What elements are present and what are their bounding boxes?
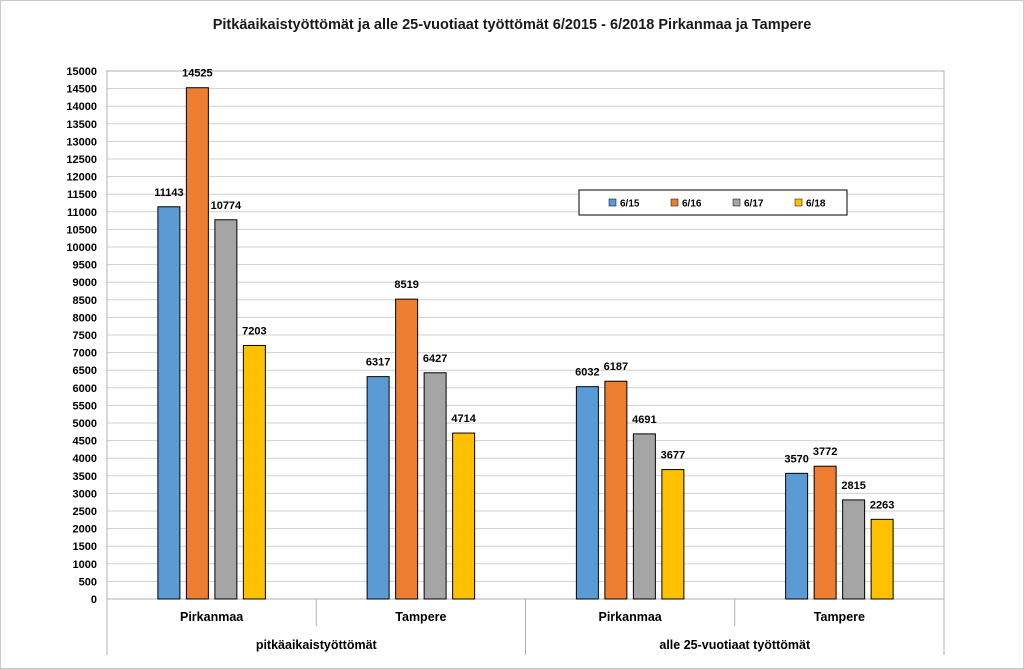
group-label: pitkäaikaistyöttömät <box>256 638 378 652</box>
data-label: 8519 <box>394 279 418 291</box>
bar <box>842 499 866 600</box>
data-label: 10774 <box>211 200 242 212</box>
y-tick-label: 11000 <box>67 207 97 219</box>
bar <box>423 372 447 600</box>
bar <box>157 206 181 600</box>
category-label: Pirkanmaa <box>180 610 244 624</box>
legend-label: 6/16 <box>682 199 702 210</box>
bar <box>242 344 266 600</box>
y-tick-label: 12000 <box>66 172 97 184</box>
data-label: 6187 <box>604 361 628 373</box>
y-tick-label: 5000 <box>73 418 97 430</box>
legend-label: 6/15 <box>620 199 640 210</box>
bar <box>185 87 209 600</box>
legend-swatch <box>794 198 803 207</box>
bar <box>575 386 599 600</box>
y-tick-label: 4500 <box>73 436 97 448</box>
legend-swatch <box>732 198 741 207</box>
category-label: Tampere <box>395 610 446 624</box>
legend-box <box>578 189 848 216</box>
y-tick-label: 12500 <box>66 154 97 166</box>
y-tick-label: 6500 <box>73 365 97 377</box>
y-tick-label: 0 <box>91 594 97 606</box>
y-tick-label: 13500 <box>66 119 97 131</box>
chart-title: Pitkäaikaistyöttömät ja alle 25-vuotiaat… <box>212 17 812 33</box>
y-tick-label: 15000 <box>66 66 97 78</box>
y-tick-label: 8000 <box>73 312 97 324</box>
data-label: 14525 <box>182 68 213 80</box>
y-tick-label: 14000 <box>66 101 97 113</box>
data-label: 6427 <box>423 353 447 365</box>
data-label: 2815 <box>841 480 865 492</box>
y-tick-label: 13000 <box>66 136 97 148</box>
bar <box>452 432 476 600</box>
data-label: 11143 <box>154 187 183 199</box>
data-label: 6317 <box>366 357 390 369</box>
data-label: 3570 <box>784 453 808 465</box>
y-tick-label: 5500 <box>73 400 97 412</box>
data-label: 7203 <box>242 325 266 337</box>
y-tick-label: 2000 <box>73 524 97 536</box>
y-tick-label: 9500 <box>73 260 97 272</box>
bar <box>870 518 894 600</box>
bar <box>785 472 809 600</box>
y-tick-label: 10000 <box>66 242 97 254</box>
data-label: 6032 <box>575 367 599 379</box>
y-tick-label: 4000 <box>73 453 97 465</box>
bar <box>661 469 685 600</box>
bar <box>395 298 419 600</box>
group-label: alle 25-vuotiaat työttömät <box>659 638 811 652</box>
legend-swatch <box>608 198 617 207</box>
legend-label: 6/18 <box>806 199 826 210</box>
legend-label: 6/17 <box>744 199 764 210</box>
data-label: 4714 <box>451 413 476 425</box>
y-tick-label: 10500 <box>66 224 97 236</box>
y-tick-label: 8500 <box>73 295 97 307</box>
y-tick-label: 11500 <box>67 189 97 201</box>
y-tick-label: 9000 <box>73 277 97 289</box>
category-label: Tampere <box>814 610 865 624</box>
bar <box>632 433 656 600</box>
data-label: 4691 <box>632 414 656 426</box>
y-tick-label: 1000 <box>73 559 97 571</box>
data-label: 3772 <box>813 446 837 458</box>
data-label: 2263 <box>870 499 894 511</box>
y-tick-label: 7500 <box>73 330 97 342</box>
y-tick-label: 3000 <box>73 488 97 500</box>
legend-swatch <box>670 198 679 207</box>
y-tick-label: 6000 <box>73 383 97 395</box>
y-tick-label: 2500 <box>73 506 97 518</box>
bar <box>366 376 390 600</box>
category-label: Pirkanmaa <box>599 610 663 624</box>
bar <box>813 465 837 600</box>
y-tick-label: 500 <box>79 576 97 588</box>
y-tick-label: 3500 <box>73 471 97 483</box>
data-label: 3677 <box>661 450 685 462</box>
y-tick-label: 14500 <box>66 84 97 96</box>
y-tick-label: 1500 <box>73 541 97 553</box>
bar <box>604 380 628 600</box>
bar <box>214 219 238 600</box>
y-tick-label: 7000 <box>73 348 97 360</box>
